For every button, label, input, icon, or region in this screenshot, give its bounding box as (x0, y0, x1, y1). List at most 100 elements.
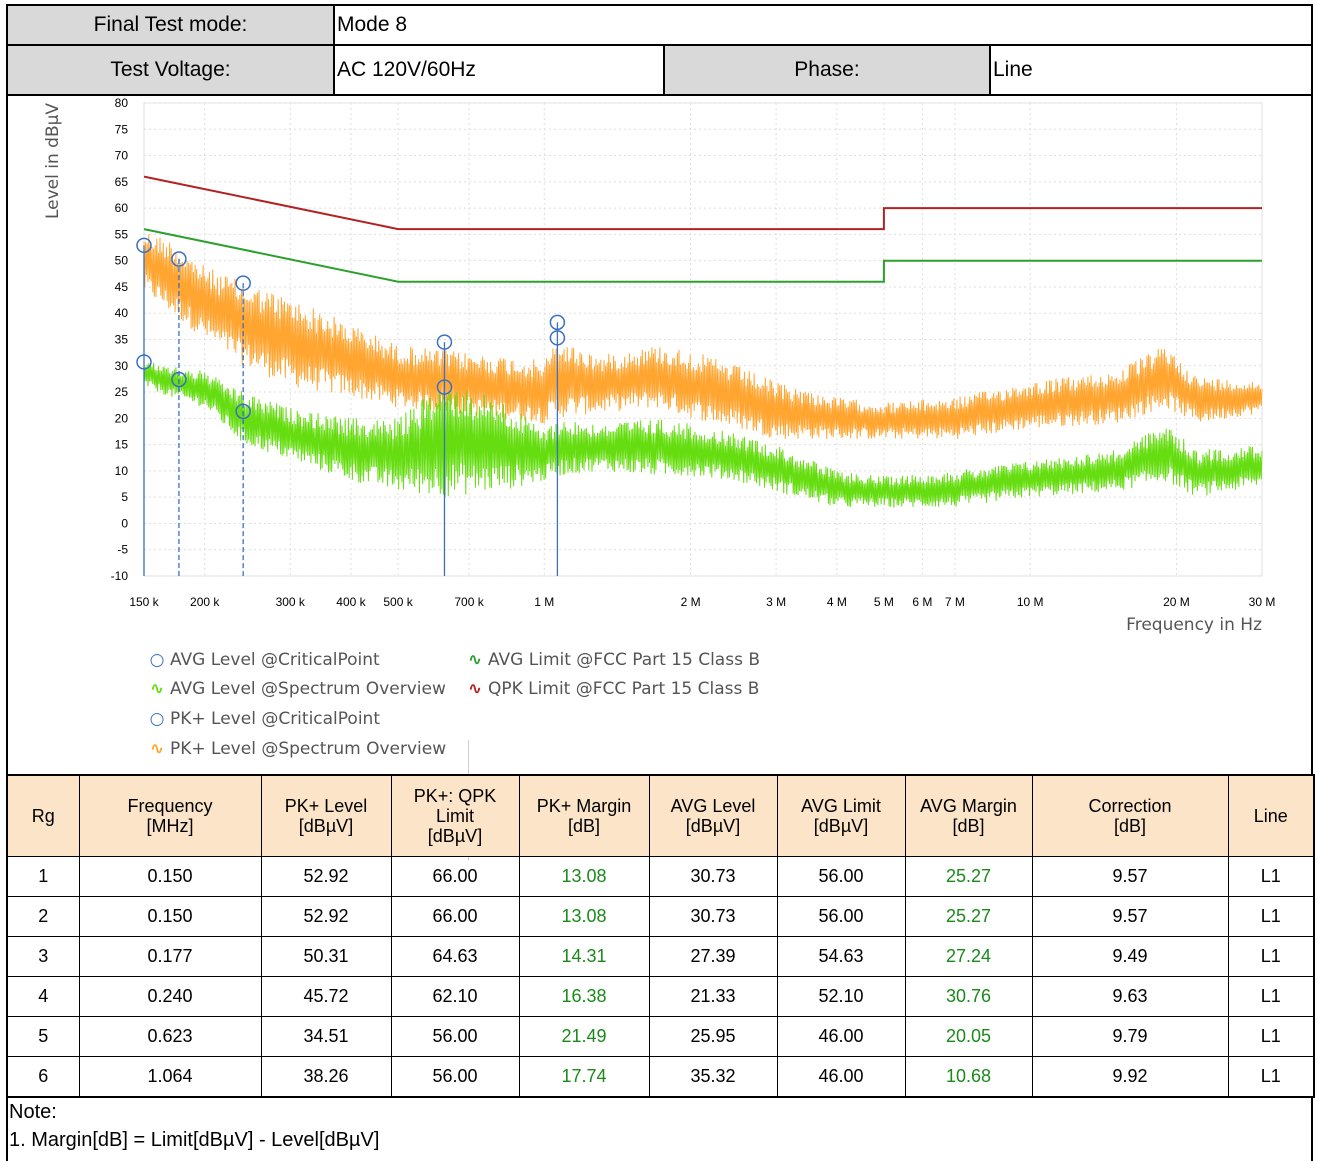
table-cell: 30.73 (648, 896, 778, 937)
y-tick-label: 75 (115, 122, 129, 136)
table-cell: 9.92 (1031, 1056, 1229, 1098)
table-cell: 34.51 (260, 1016, 392, 1057)
note-title: Note: (9, 1101, 57, 1123)
table-cell: 0.177 (78, 936, 262, 977)
table-cell: 64.63 (390, 936, 520, 977)
test-voltage-row: Test Voltage: AC 120V/60Hz Phase: Line (6, 44, 1313, 96)
final-test-mode-label: Final Test mode: (8, 6, 335, 44)
table-cell: 14.31 (518, 936, 650, 977)
emission-chart: 80757065605550454035302520151050-5-10150… (43, 96, 1275, 635)
test-voltage-value: AC 120V/60Hz (335, 46, 665, 94)
table-cell: 21.49 (518, 1016, 650, 1057)
column-header: AVG Margin [dB] (904, 774, 1033, 857)
y-tick-label: 10 (115, 464, 129, 478)
table-row: 3 0.177 50.31 64.63 14.31 27.39 54.63 27.24 9.49… (6, 936, 1315, 977)
table-row: 4 0.240 45.72 62.10 16.38 21.33 52.10 30.76 9.63… (6, 976, 1315, 1017)
table-row: 5 0.623 34.51 56.00 21.49 25.95 46.00 20.05 9.79… (6, 1016, 1315, 1057)
table-body: 1 0.150 52.92 66.00 13.08 30.73 56.00 25.27 9.57… (6, 856, 1315, 1098)
avg-critical-point (235, 403, 251, 420)
table-cell: 0.150 (78, 896, 262, 937)
phase-label: Phase: (665, 46, 991, 94)
x-tick-label: 300 k (276, 595, 306, 609)
column-header: PK+: QPK Limit [dBµV] (390, 774, 520, 857)
circle-marker-icon: ○ (149, 709, 165, 729)
column-header: Rg (6, 774, 80, 857)
table-cell: 45.72 (260, 976, 392, 1017)
table-row: 6 1.064 38.26 56.00 17.74 35.32 46.00 10.68 9.92… (6, 1056, 1315, 1098)
table-cell: 62.10 (390, 976, 520, 1017)
table-cell: 21.33 (648, 976, 778, 1017)
final-test-mode-value: Mode 8 (335, 6, 1311, 44)
table-cell: 27.24 (904, 936, 1033, 977)
table-cell: 54.63 (776, 936, 906, 977)
table-cell: 25.27 (904, 856, 1033, 897)
table-cell: 66.00 (390, 896, 520, 937)
table-cell: L1 (1227, 976, 1315, 1017)
avg-critical-point (136, 354, 152, 370)
y-axis-label: Level in dBµV (43, 103, 63, 219)
table-cell: 66.00 (390, 856, 520, 897)
column-header: Frequency [MHz] (78, 774, 262, 857)
x-tick-label: 5 M (874, 595, 894, 609)
avg-spectrum-trace (143, 362, 1263, 508)
pk-spectrum-trace (143, 234, 1263, 440)
table-cell: 27.39 (648, 936, 778, 977)
x-tick-label: 20 M (1163, 595, 1190, 609)
table-cell: 0.150 (78, 856, 262, 897)
x-tick-label: 7 M (945, 595, 965, 609)
table-cell: 9.49 (1031, 936, 1229, 977)
wave-icon: ∿ (149, 679, 165, 699)
table-row: 2 0.150 52.92 66.00 13.08 30.73 56.00 25.27 9.57… (6, 896, 1315, 937)
table-cell: 4 (6, 976, 80, 1017)
table-cell: 0.240 (78, 976, 262, 1017)
table-cell: L1 (1227, 936, 1315, 977)
pk-critical-point (549, 314, 566, 331)
y-tick-label: 45 (115, 280, 129, 294)
table-cell: 56.00 (776, 896, 906, 937)
column-header: PK+ Level [dBµV] (260, 774, 392, 857)
x-tick-label: 1 M (534, 595, 554, 609)
wave-icon: ∿ (467, 650, 483, 670)
x-tick-label: 200 k (190, 595, 220, 609)
table-cell: 1.064 (78, 1056, 262, 1098)
table-cell: L1 (1227, 896, 1315, 937)
table-cell: L1 (1227, 1056, 1315, 1098)
pk-critical-point (136, 237, 152, 254)
test-mode-row: Final Test mode: Mode 8 (6, 4, 1313, 46)
test-voltage-label: Test Voltage: (8, 46, 335, 94)
column-header: Line (1227, 774, 1315, 857)
table-cell: 6 (6, 1056, 80, 1098)
legend-pk-critical: ○ PK+ Level @CriticalPoint (149, 709, 380, 729)
table-cell: 9.63 (1031, 976, 1229, 1017)
table-cell: 35.32 (648, 1056, 778, 1098)
y-tick-label: 20 (115, 411, 129, 425)
column-header: AVG Limit [dBµV] (776, 774, 906, 857)
chart-panel: 80 75 70 65 60 55 50 45 40 35 30 25 20 15 10 5 0 -5 -10 150… (6, 94, 1313, 860)
y-tick-label: 70 (115, 149, 129, 163)
table-cell: 9.57 (1031, 896, 1229, 937)
table-cell: 2 (6, 896, 80, 937)
table-cell: 56.00 (390, 1016, 520, 1057)
y-tick-label: 80 (115, 96, 129, 110)
y-tick-label: 25 (115, 385, 129, 399)
table-cell: 52.92 (260, 896, 392, 937)
table-cell: 13.08 (518, 856, 650, 897)
table-cell: 20.05 (904, 1016, 1033, 1057)
legend-avg-critical: ○ AVG Level @CriticalPoint (149, 650, 380, 670)
y-tick-label: 5 (121, 490, 128, 504)
x-tick-label: 6 M (912, 595, 932, 609)
circle-marker-icon: ○ (149, 650, 165, 670)
note-line: 1. Margin[dB] = Limit[dBµV] - Level[dBµV… (9, 1129, 380, 1151)
y-tick-label: -5 (117, 543, 128, 557)
x-tick-label: 150 k (129, 595, 159, 609)
table-cell: 56.00 (390, 1056, 520, 1098)
avg-limit-line (143, 228, 1262, 283)
wave-icon: ∿ (467, 679, 483, 699)
legend-qpk-limit: ∿ QPK Limit @FCC Part 15 Class B (467, 679, 760, 699)
x-tick-label: 400 k (336, 595, 366, 609)
y-tick-label: 0 (121, 516, 128, 530)
table-cell: 46.00 (776, 1056, 906, 1098)
phase-value: Line (991, 46, 1311, 94)
y-tick-label: 40 (115, 306, 129, 320)
table-cell: 9.57 (1031, 856, 1229, 897)
